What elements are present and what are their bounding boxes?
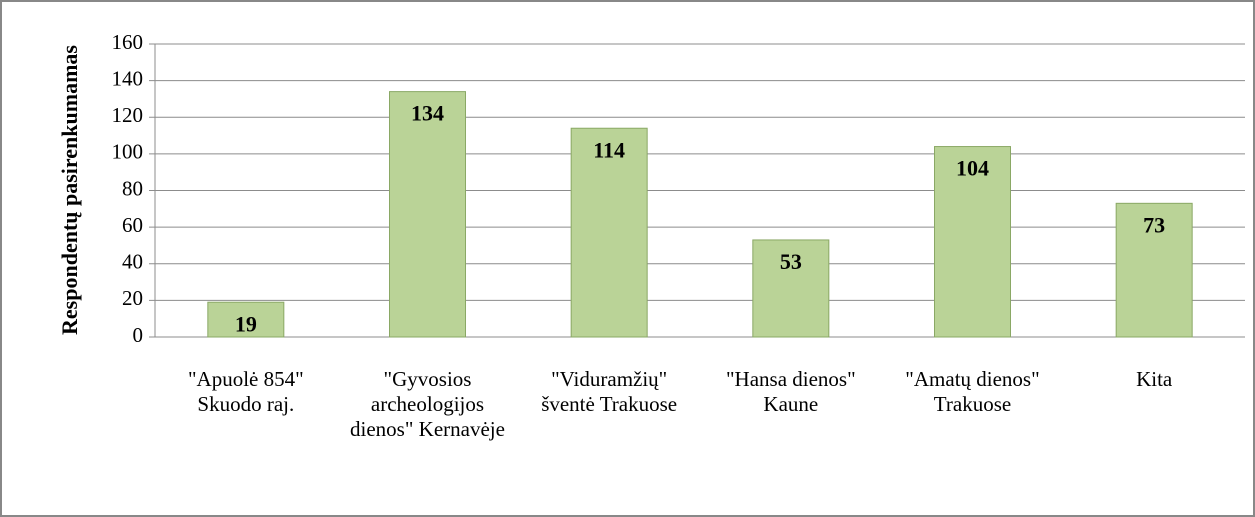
x-tick-label: Kita bbox=[1136, 367, 1173, 391]
y-tick-label: 40 bbox=[122, 250, 143, 274]
bar bbox=[389, 91, 466, 338]
bar bbox=[207, 301, 285, 338]
data-label: 104 bbox=[956, 156, 989, 181]
data-label: 114 bbox=[593, 137, 625, 162]
x-tick-label: "Amatų dienos" Trakuose bbox=[905, 367, 1040, 416]
x-tick-label: "Viduramžių" šventė Trakuose bbox=[541, 367, 678, 416]
x-tick-label: "Apuolė 854" Skuodo raj. bbox=[187, 367, 304, 416]
bar bbox=[934, 146, 1011, 338]
data-label: 134 bbox=[411, 101, 444, 126]
bar bbox=[752, 239, 830, 338]
y-tick-label: 160 bbox=[112, 30, 144, 54]
y-tick-label: 100 bbox=[112, 140, 144, 164]
y-tick-label: 20 bbox=[122, 286, 143, 310]
bar bbox=[570, 127, 648, 338]
data-label: 73 bbox=[1143, 212, 1165, 237]
y-tick-label: 60 bbox=[122, 213, 143, 237]
data-label: 53 bbox=[780, 249, 802, 274]
y-tick-label: 120 bbox=[112, 103, 144, 127]
y-tick-label: 80 bbox=[122, 176, 143, 200]
y-tick-label: 140 bbox=[112, 66, 144, 90]
x-tick-label: "Gyvosios archeologijos dienos" Kernavėj… bbox=[350, 367, 505, 441]
y-tick-label: 0 bbox=[133, 323, 144, 347]
y-axis-label: Respondentų pasirenkumamas bbox=[57, 45, 82, 335]
bar bbox=[1115, 202, 1193, 338]
x-tick-label: "Hansa dienos" Kaune bbox=[725, 367, 856, 416]
data-label: 19 bbox=[235, 311, 257, 336]
